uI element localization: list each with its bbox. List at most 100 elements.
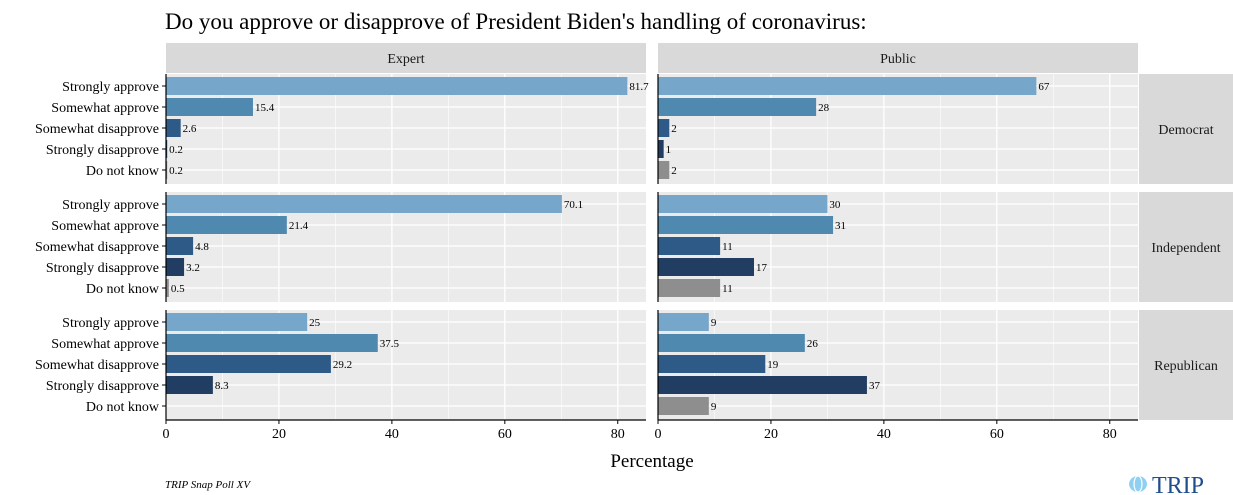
- data-label: 1: [666, 144, 672, 156]
- y-tick-label: Do not know: [86, 282, 160, 297]
- bar-strongly-disapprove: [658, 258, 754, 276]
- x-tick-label: 0: [655, 427, 662, 442]
- y-tick-label: Strongly approve: [62, 80, 159, 95]
- bar-strongly-disapprove: [658, 376, 867, 394]
- x-tick-label: 0: [163, 427, 170, 442]
- bar-strongly-approve: [166, 77, 628, 95]
- data-label: 2.6: [183, 123, 197, 135]
- bar-somewhat-approve: [658, 216, 834, 234]
- x-tick-label: 40: [877, 427, 891, 442]
- bar-strongly-disapprove: [166, 140, 168, 158]
- bar-strongly-approve: [658, 313, 709, 331]
- panel-independent-expert: 70.1 21.4 4.8 3.20.5 Strongly approve Somewha…: [35, 192, 646, 302]
- bar-somewhat-disapprove: [658, 119, 670, 137]
- data-label: 25: [309, 317, 321, 329]
- data-label: 9: [711, 317, 717, 329]
- x-tick-label: 20: [272, 427, 286, 442]
- data-label: 28: [818, 102, 830, 114]
- bar-strongly-approve: [658, 77, 1037, 95]
- data-label: 0.2: [169, 165, 183, 177]
- bar-somewhat-approve: [166, 334, 378, 352]
- bar-somewhat-approve: [658, 98, 817, 116]
- logo-globe-icon: [1129, 476, 1147, 492]
- bar-somewhat-disapprove: [658, 355, 766, 373]
- x-tick-label: 60: [990, 427, 1004, 442]
- strip-label-independent: Independent: [1151, 241, 1220, 256]
- data-label: 2: [671, 123, 677, 135]
- data-label: 9: [711, 401, 717, 413]
- data-label: 37.5: [380, 338, 400, 350]
- bar-strongly-approve: [166, 195, 562, 213]
- data-label: 15.4: [255, 102, 275, 114]
- bar-somewhat-disapprove: [166, 119, 181, 137]
- logo-text: TRIP: [1152, 473, 1204, 495]
- data-label: 37: [869, 380, 881, 392]
- y-tick-label: Strongly disapprove: [46, 261, 159, 276]
- bar-do-not-know: [166, 279, 169, 297]
- strip-label-expert: Expert: [387, 52, 424, 67]
- strip-public: [658, 43, 1138, 73]
- strip-independent: [1139, 192, 1233, 302]
- plot-area: Expert Public Democrat Independent Republica…: [35, 43, 1233, 442]
- y-tick-label: Somewhat approve: [51, 337, 159, 352]
- caption: TRIP Snap Poll XV: [165, 479, 251, 491]
- data-label: 0.2: [169, 144, 183, 156]
- strip-label-public: Public: [880, 52, 916, 67]
- y-tick-label: Somewhat disapprove: [35, 240, 159, 255]
- bar-somewhat-approve: [658, 334, 805, 352]
- y-tick-label: Somewhat approve: [51, 101, 159, 116]
- data-label: 0.5: [171, 283, 185, 295]
- strip-republican: [1139, 310, 1233, 420]
- y-tick-label: Strongly disapprove: [46, 143, 159, 158]
- bar-somewhat-disapprove: [166, 355, 331, 373]
- data-label: 70.1: [564, 199, 583, 211]
- bar-strongly-approve: [166, 313, 308, 331]
- x-axis-label: Percentage: [610, 451, 693, 472]
- data-label: 11: [722, 283, 733, 295]
- bar-strongly-disapprove: [658, 140, 664, 158]
- panel-independent-public: 30 31 11 17 11: [657, 192, 1138, 302]
- data-label: 4.8: [195, 241, 209, 253]
- trip-logo: TRIP: [1129, 473, 1204, 495]
- bar-somewhat-approve: [166, 216, 287, 234]
- bar-do-not-know: [658, 279, 721, 297]
- y-tick-label: Strongly approve: [62, 316, 159, 331]
- bar-strongly-disapprove: [166, 376, 213, 394]
- bar-do-not-know: [658, 161, 670, 179]
- strip-expert: [166, 43, 646, 73]
- bar-somewhat-approve: [166, 98, 253, 116]
- data-label: 30: [829, 199, 841, 211]
- y-tick-label: Do not know: [86, 164, 160, 179]
- y-tick-label: Somewhat approve: [51, 219, 159, 234]
- bar-strongly-disapprove: [166, 258, 185, 276]
- panel-republican-public: 9 26 19 37 9 0 20 40 60 80: [655, 310, 1138, 442]
- y-tick-label: Somewhat disapprove: [35, 358, 159, 373]
- y-tick-label: Strongly disapprove: [46, 379, 159, 394]
- data-label: 81.7: [629, 81, 649, 93]
- data-label: 8.3: [215, 380, 229, 392]
- y-tick-label: Somewhat disapprove: [35, 122, 159, 137]
- strip-label-democrat: Democrat: [1158, 123, 1213, 138]
- x-tick-label: 80: [1103, 427, 1117, 442]
- bar-somewhat-disapprove: [658, 237, 721, 255]
- data-label: 26: [807, 338, 819, 350]
- strip-label-republican: Republican: [1154, 359, 1218, 374]
- x-tick-label: 20: [764, 427, 778, 442]
- panel-democrat-public: 67 28 2 1 2: [657, 74, 1138, 184]
- strip-democrat: [1139, 74, 1233, 184]
- x-tick-label: 80: [611, 427, 625, 442]
- bar-somewhat-disapprove: [166, 237, 194, 255]
- y-tick-label: Do not know: [86, 400, 160, 415]
- data-label: 21.4: [289, 220, 309, 232]
- panel-republican-expert: 25 37.5 29.2 8.3 Strongly approve Somewhat ap…: [35, 310, 646, 442]
- chart-title: Do you approve or disapprove of Presiden…: [165, 9, 867, 34]
- data-label: 31: [835, 220, 846, 232]
- bar-strongly-approve: [658, 195, 828, 213]
- data-label: 11: [722, 241, 733, 253]
- data-label: 2: [671, 165, 677, 177]
- data-label: 3.2: [186, 262, 200, 274]
- bar-do-not-know: [658, 397, 709, 415]
- x-tick-label: 60: [498, 427, 512, 442]
